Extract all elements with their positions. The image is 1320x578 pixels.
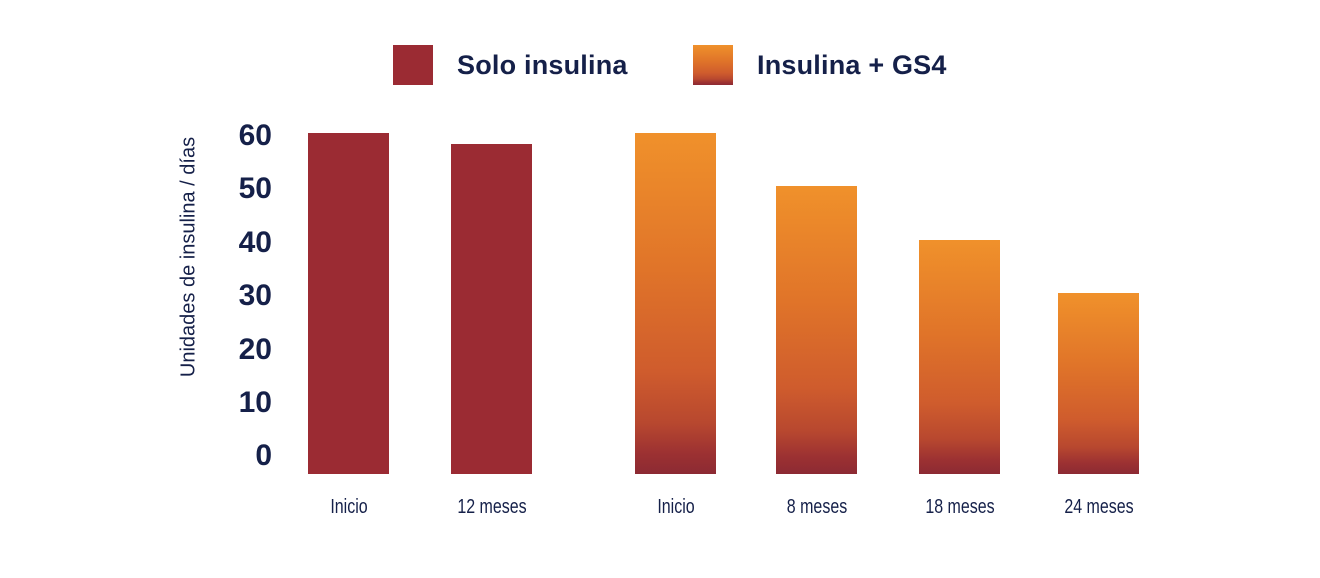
legend-item-solo-insulina: Solo insulina: [393, 45, 628, 85]
bar-insulina-gs4-18-meses: [919, 239, 1000, 474]
x-tick-label-inicio: Inicio: [656, 496, 695, 518]
legend-item-insulina-gs4: Insulina + GS4: [693, 45, 947, 85]
y-tick-label-20: 20: [238, 332, 272, 366]
x-tick-label-8-meses: 8 meses: [786, 496, 847, 518]
x-tick-label-12-meses: 12 meses: [456, 496, 527, 518]
y-tick-label-60: 60: [238, 119, 272, 152]
legend-label-solo-insulina: Solo insulina: [457, 49, 628, 80]
legend-swatch-solo-insulina: [393, 45, 433, 85]
legend-swatch-insulina-gs4: [693, 45, 733, 85]
y-tick-label-10: 10: [238, 386, 272, 419]
y-tick-label-40: 40: [238, 225, 272, 259]
bar-insulina-gs4-8-meses: [776, 186, 857, 474]
y-tick-label-0: 0: [255, 439, 272, 473]
y-tick-label-50: 50: [238, 172, 272, 206]
x-tick-label-18-meses: 18 meses: [924, 496, 995, 518]
x-tick-label-inicio: Inicio: [329, 496, 368, 518]
legend-label-insulina-gs4: Insulina + GS4: [757, 49, 947, 80]
x-tick-label-24-meses: 24 meses: [1063, 496, 1134, 518]
bar-insulina-gs4-24-meses: [1058, 293, 1139, 474]
bar-solo-insulina-inicio: [308, 133, 389, 474]
y-tick-label-30: 30: [238, 279, 272, 313]
bar-insulina-gs4-inicio: [635, 133, 716, 474]
bar-solo-insulina-12-meses: [451, 143, 532, 474]
